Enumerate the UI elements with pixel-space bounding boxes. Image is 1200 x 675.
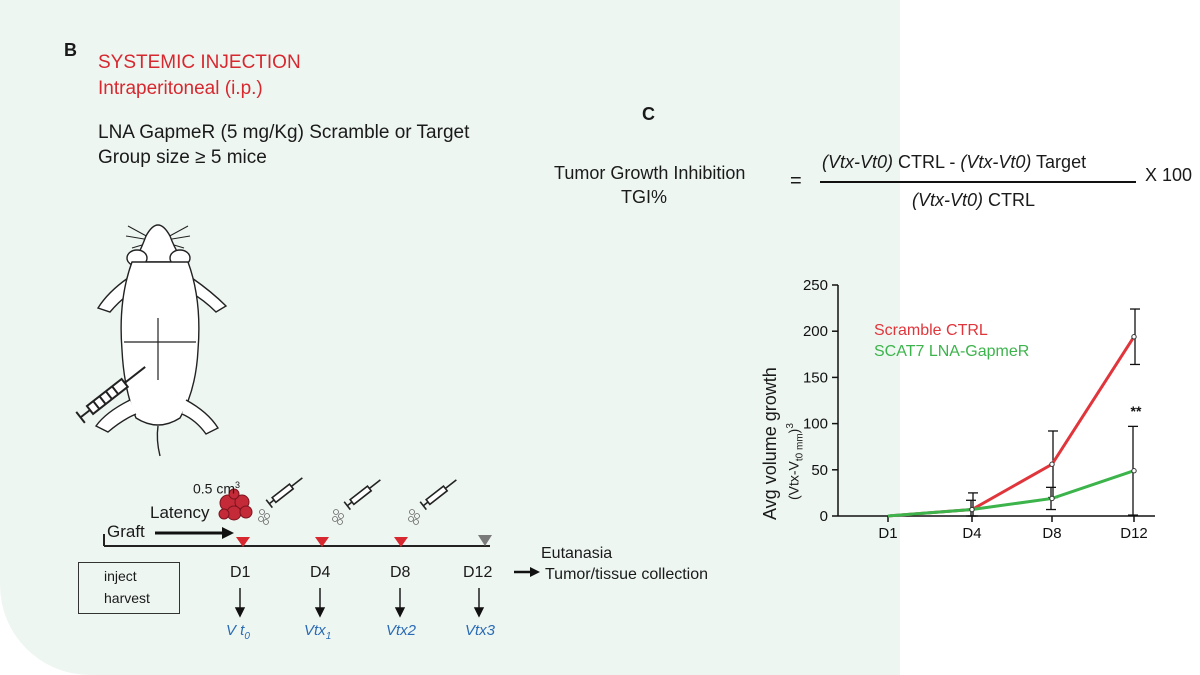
panel-b-subtitle: Intraperitoneal (i.p.)	[98, 78, 263, 99]
inject-marker-d4	[315, 537, 329, 547]
graft-label: Graft	[107, 522, 145, 541]
panel-b-title: SYSTEMIC INJECTION	[98, 52, 301, 73]
legend-harvest-label: harvest	[104, 590, 150, 606]
significance-annotation: **	[1131, 403, 1142, 419]
data-point	[1131, 468, 1137, 474]
eutanasia-label: Eutanasia	[541, 545, 613, 562]
data-point	[969, 506, 975, 513]
data-point	[1049, 461, 1055, 467]
chart-ylabel-units: (Vtx-Vt0 mm)3	[785, 423, 806, 500]
latency-label: Latency	[150, 503, 210, 522]
droplet-icon	[258, 509, 420, 525]
y-tick-label: 200	[803, 323, 828, 340]
volume-label-vtx1: Vtx1	[304, 622, 332, 642]
tumor-icon	[218, 488, 253, 521]
mouse-icon	[94, 224, 228, 457]
y-tick-label: 250	[803, 277, 828, 294]
collection-label: Tumor/tissue collection	[545, 566, 709, 583]
dosage-text: LNA GapmeR (5 mg/Kg) Scramble or Target	[98, 122, 470, 143]
volume-label-vtx3: Vtx3	[465, 622, 496, 639]
x-tick-label: D1	[878, 525, 897, 542]
x-tick-label: D12	[1120, 525, 1148, 542]
day-label-d12: D12	[463, 564, 493, 581]
fraction-bar	[820, 181, 1136, 183]
day-label-d1: D1	[230, 564, 251, 581]
tgi-label-line1: Tumor Growth Inhibition	[554, 163, 746, 183]
panel-b-letter: B	[64, 40, 77, 60]
legend-entry: Scramble CTRL	[874, 322, 988, 339]
panel-c-letter: C	[642, 104, 655, 124]
inject-marker-d8	[394, 537, 408, 547]
group-size-suffix: 5 mice	[205, 147, 267, 168]
geq-symbol: ≥	[195, 147, 206, 168]
data-point	[1131, 334, 1137, 340]
inject-marker-d1	[236, 537, 250, 547]
harvest-marker-d12	[478, 535, 492, 546]
injection-syringe-icon	[265, 477, 457, 511]
group-size-prefix: Group size	[98, 147, 196, 168]
day-label-d4: D4	[310, 564, 331, 581]
x-tick-label: D8	[1042, 525, 1061, 542]
chart-ylabel: Avg volume growth	[760, 367, 780, 520]
tumor-size-label: 0.5 cm3	[193, 480, 241, 497]
volume-label-vtx2: Vtx2	[386, 622, 417, 639]
formula-denominator: (Vtx-Vt0) CTRL	[912, 190, 1036, 210]
y-tick-label: 150	[803, 369, 828, 386]
y-tick-label: 100	[803, 416, 828, 433]
data-point	[1049, 495, 1055, 502]
formula-numerator: (Vtx-Vt0) CTRL - (Vtx-Vt0) Target	[822, 152, 1087, 172]
legend-box	[78, 562, 180, 614]
tgi-label-line2: TGI%	[621, 187, 668, 207]
y-tick-label: 50	[811, 462, 828, 479]
y-tick-label: 0	[820, 508, 828, 525]
syringe-icon	[75, 366, 146, 424]
series-line	[887, 335, 1136, 518]
volume-arrows	[234, 588, 485, 618]
day-label-d8: D8	[390, 564, 411, 581]
volume-label-vt0: V t0	[226, 622, 250, 642]
times-100: X 100	[1145, 165, 1193, 185]
series-line	[887, 469, 1135, 518]
legend-entry: SCAT7 LNA-GapmeR	[874, 343, 1029, 360]
legend-inject-label: inject	[104, 568, 137, 584]
equals-sign: =	[790, 170, 802, 192]
x-tick-label: D4	[962, 525, 981, 542]
group-size-text: Group size ≥ 5 mice	[98, 147, 267, 169]
